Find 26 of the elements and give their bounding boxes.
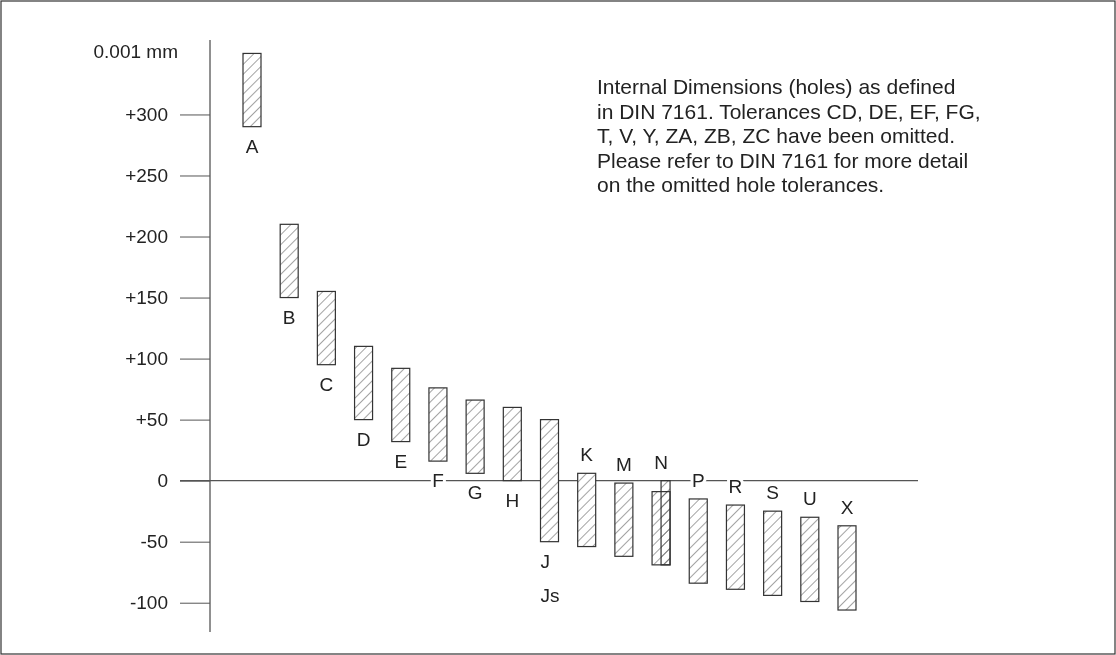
annotation: Internal Dimensions (holes) as defined in DIN 7161. Tolerances CD, DE, EF, FG, T, V, Y, ZA, ZB, ZC have been omitted. Please refer to DIN 7161 for more detail on the omitted hole tolerances. bbox=[597, 75, 981, 196]
x-tick-label: K bbox=[580, 444, 594, 466]
y-tick-label: +300 bbox=[125, 104, 168, 126]
x-tick-label: C bbox=[319, 373, 334, 395]
y-tick-label: -100 bbox=[129, 592, 168, 614]
y-tick-label: -50 bbox=[140, 531, 168, 553]
x-tick-label: N bbox=[654, 451, 668, 473]
x-tick-label: J Js bbox=[540, 550, 560, 606]
y-tick-label: +100 bbox=[125, 348, 168, 370]
y-tick-label: +200 bbox=[125, 226, 168, 248]
y-tick-label: +150 bbox=[125, 287, 168, 309]
x-tick-label: B bbox=[282, 306, 296, 328]
x-tick-label: H bbox=[505, 489, 520, 511]
y-axis-title: 0.001 mm bbox=[93, 41, 178, 62]
x-tick-label: G bbox=[467, 482, 483, 504]
y-tick-label: +50 bbox=[135, 409, 168, 431]
x-tick-label: X bbox=[840, 496, 854, 518]
x-tick-label: R bbox=[728, 476, 743, 498]
x-tick-label: U bbox=[802, 488, 817, 510]
y-tick-label: 0 bbox=[157, 470, 168, 492]
x-tick-label: E bbox=[394, 450, 408, 472]
x-tick-label: D bbox=[356, 428, 371, 450]
x-tick-label: S bbox=[766, 482, 779, 504]
x-tick-label: A bbox=[245, 135, 259, 157]
x-tick-label: M bbox=[615, 454, 632, 476]
y-tick-label: +250 bbox=[125, 165, 168, 187]
